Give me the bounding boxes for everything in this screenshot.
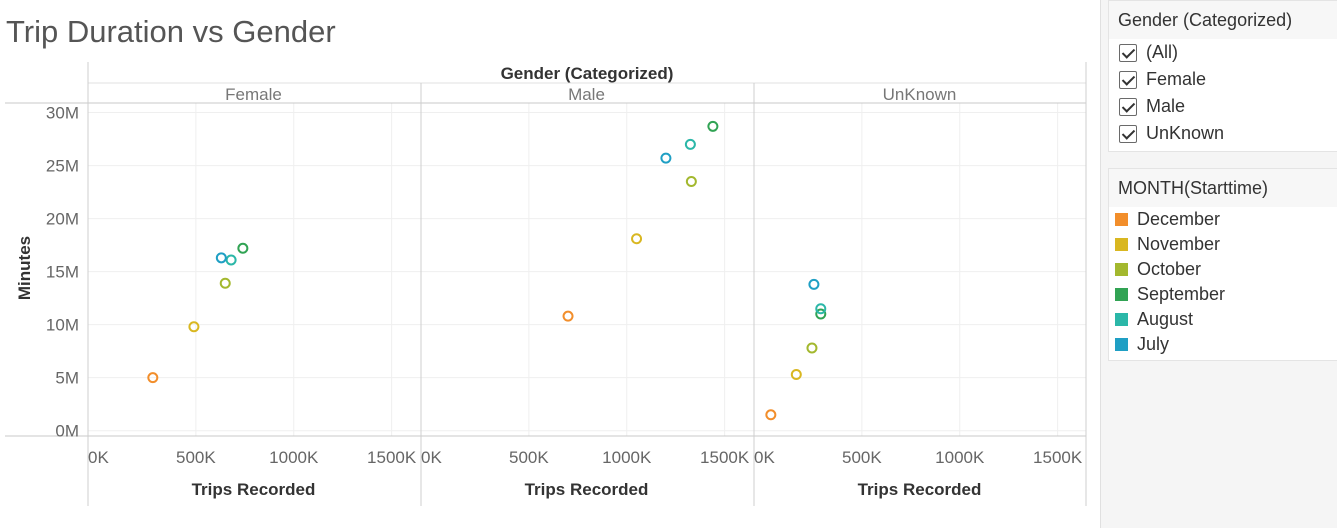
x-tick-label: 500K <box>176 448 216 467</box>
data-point-november <box>790 368 802 380</box>
data-point-november <box>188 321 200 333</box>
color-swatch <box>1115 338 1128 351</box>
month-legend-card: MONTH(Starttime) December November Octob… <box>1108 168 1337 361</box>
filter-option-all[interactable]: (All) <box>1109 39 1337 66</box>
legend-label: August <box>1137 309 1194 329</box>
data-point-august <box>815 303 827 315</box>
x-tick-label: 500K <box>842 448 882 467</box>
legend-label: October <box>1137 259 1202 279</box>
color-swatch <box>1115 313 1128 326</box>
x-tick-label: 1000K <box>935 448 985 467</box>
x-tick-label: 0K <box>754 448 775 467</box>
color-swatch <box>1115 288 1128 301</box>
filter-option-label: (All) <box>1146 42 1178 62</box>
y-tick-label: 0M <box>55 422 79 441</box>
legend-label: July <box>1137 334 1170 354</box>
legend-label: November <box>1137 234 1221 254</box>
x-axis-label: Trips Recorded <box>525 480 649 499</box>
legend-item-august[interactable]: August <box>1109 307 1337 332</box>
data-point-september <box>815 308 827 320</box>
x-axis-label: Trips Recorded <box>192 480 316 499</box>
checkbox-checked-icon[interactable] <box>1119 97 1137 116</box>
data-point-july <box>808 278 820 290</box>
x-tick-label: 0K <box>421 448 442 467</box>
gender-filter-title: Gender (Categorized) <box>1109 1 1337 39</box>
panel-header-male: Male <box>568 85 605 104</box>
data-point-august <box>225 254 237 266</box>
x-tick-label: 1000K <box>269 448 319 467</box>
y-tick-label: 30M <box>46 104 79 123</box>
data-point-july <box>215 252 227 264</box>
x-tick-label: 1500K <box>367 448 417 467</box>
x-tick-label: 1000K <box>602 448 652 467</box>
checkbox-checked-icon[interactable] <box>1119 43 1137 62</box>
filter-option-unknown[interactable]: UnKnown <box>1109 120 1337 147</box>
legend-item-october[interactable]: October <box>1109 257 1337 282</box>
data-point-december <box>562 310 574 322</box>
data-point-october <box>806 342 818 354</box>
color-swatch <box>1115 238 1128 251</box>
legend-item-december[interactable]: December <box>1109 207 1337 232</box>
x-tick-label: 500K <box>509 448 549 467</box>
x-tick-label: 1500K <box>1033 448 1083 467</box>
legend-label: September <box>1137 284 1226 304</box>
filter-option-label: UnKnown <box>1146 123 1225 143</box>
month-legend-title: MONTH(Starttime) <box>1109 169 1337 207</box>
filter-option-label: Male <box>1146 96 1186 116</box>
filter-option-male[interactable]: Male <box>1109 93 1337 120</box>
data-point-september <box>707 120 719 132</box>
x-axis-label: Trips Recorded <box>858 480 982 499</box>
column-header: Gender (Categorized) <box>501 64 674 83</box>
legend-label: December <box>1137 209 1221 229</box>
chart-title: Trip Duration vs Gender <box>6 14 336 49</box>
data-point-december <box>765 409 777 421</box>
scatter-chart: Gender (Categorized) Female Male UnKnown 0M 5… <box>5 62 1087 506</box>
y-tick-label: 5M <box>55 369 79 388</box>
y-axis-label: Minutes <box>15 236 34 300</box>
y-tick-label: 10M <box>46 316 79 335</box>
data-point-december <box>147 372 159 384</box>
legend-item-september[interactable]: September <box>1109 282 1337 307</box>
filter-option-female[interactable]: Female <box>1109 66 1337 93</box>
legend-item-november[interactable]: November <box>1109 232 1337 257</box>
data-point-october <box>219 277 231 289</box>
checkbox-checked-icon[interactable] <box>1119 70 1137 89</box>
color-swatch <box>1115 213 1128 226</box>
panel-header-unknown: UnKnown <box>883 85 957 104</box>
y-tick-label: 15M <box>46 263 79 282</box>
data-point-september <box>237 242 249 254</box>
legend-item-july[interactable]: July <box>1109 332 1337 357</box>
data-point-november <box>631 233 643 245</box>
x-tick-label: 0K <box>88 448 109 467</box>
checkbox-checked-icon[interactable] <box>1119 124 1137 143</box>
filter-option-label: Female <box>1146 69 1207 89</box>
data-point-august <box>684 138 696 150</box>
color-swatch <box>1115 263 1128 276</box>
gender-filter-card: Gender (Categorized) (All) Female Male U… <box>1108 0 1337 152</box>
y-tick-label: 20M <box>46 210 79 229</box>
data-point-october <box>685 175 697 187</box>
x-tick-label: 1500K <box>700 448 750 467</box>
data-point-july <box>660 152 672 164</box>
panel-header-female: Female <box>225 85 282 104</box>
y-tick-label: 25M <box>46 157 79 176</box>
